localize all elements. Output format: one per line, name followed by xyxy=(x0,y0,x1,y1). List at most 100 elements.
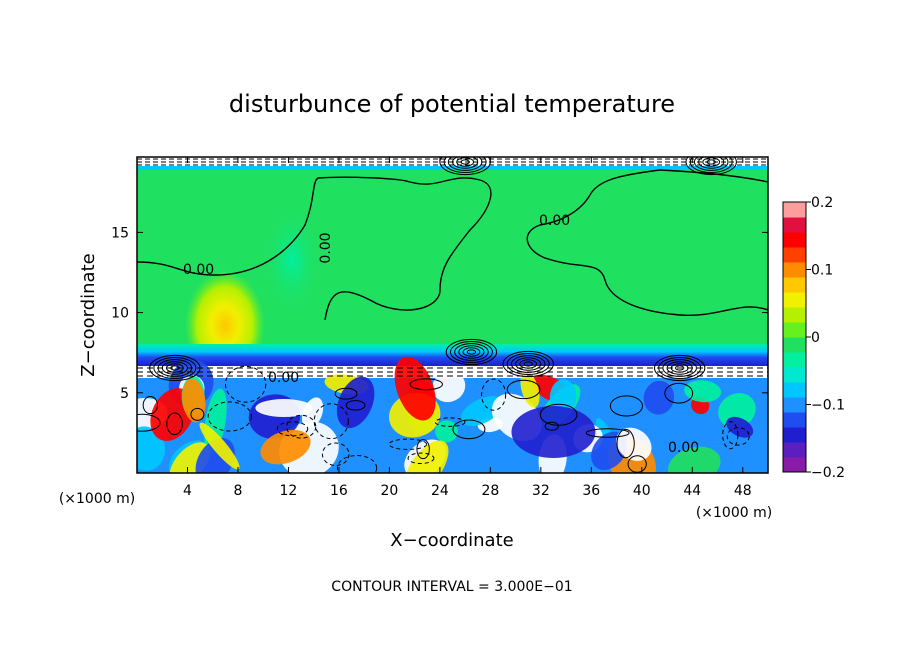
convective-cell-contour xyxy=(452,157,479,169)
chart-title: disturbunce of potential temperature xyxy=(229,90,675,118)
y-axis-ticks: 5 10 15 xyxy=(111,225,768,402)
turbulence-cell xyxy=(460,396,504,427)
convective-cell-contour xyxy=(170,365,180,371)
convective-cell-contour xyxy=(443,157,487,173)
convective-cell-contour xyxy=(157,359,193,377)
y-tick-label: 5 xyxy=(120,386,129,402)
contour-label: 0.00 xyxy=(268,370,299,386)
contour-loop xyxy=(286,414,317,439)
heatmap-field xyxy=(137,157,768,473)
contour-interval-note: CONTOUR INTERVAL = 3.000E−01 xyxy=(331,579,572,595)
plot-frame xyxy=(136,156,769,474)
turbulence-cell xyxy=(137,426,166,471)
contour-loop xyxy=(434,417,466,427)
convective-cell-contour xyxy=(165,363,184,373)
turbulence-cell xyxy=(549,379,577,415)
colorbar-swatch xyxy=(783,442,806,458)
x-tick-label: 4 xyxy=(183,483,192,499)
x-tick-label: 28 xyxy=(481,483,499,499)
contour-loop xyxy=(616,428,635,459)
convective-cell-contour xyxy=(460,159,470,165)
x-tick-label: 20 xyxy=(380,483,398,499)
x-tick-label: 40 xyxy=(633,483,651,499)
convective-cell-contour xyxy=(447,157,483,171)
colorbar-tick-label: 0.1 xyxy=(811,263,833,279)
convective-cell-contour xyxy=(153,357,197,379)
contour-loop xyxy=(544,421,559,431)
contour-loop xyxy=(664,382,694,404)
convective-cell-contour xyxy=(706,159,716,165)
x-tick-label: 8 xyxy=(233,483,242,499)
zero-contour-line-1 xyxy=(137,176,492,321)
colorbar-swatch xyxy=(783,412,806,428)
contour-label: 0.00 xyxy=(318,232,334,263)
y-tick-label: 15 xyxy=(111,225,129,241)
turbulence-cell xyxy=(404,440,449,473)
colorbar-swatch xyxy=(783,397,806,413)
colorbar-swatch xyxy=(783,307,806,323)
x-axis-label: X−coordinate xyxy=(390,530,513,551)
convective-cell-contour xyxy=(519,359,538,369)
contour-loop xyxy=(539,403,578,426)
convective-cell-contour xyxy=(685,157,737,176)
contour-label: 0.00 xyxy=(668,440,699,456)
contour-loop xyxy=(190,407,205,421)
colorbar-swatch xyxy=(783,337,806,353)
turbulence-cell xyxy=(255,399,313,418)
contour-loop xyxy=(345,400,366,411)
convective-cell-contour xyxy=(702,157,721,167)
x-unit-right: (×1000 m) xyxy=(696,505,772,521)
colorbar-swatch xyxy=(783,367,806,383)
x-tick-label: 24 xyxy=(431,483,449,499)
convective-cell-contour xyxy=(466,349,477,355)
convective-cell-contour xyxy=(445,338,498,366)
colorbar-swatch xyxy=(783,202,806,218)
turbulence-cell xyxy=(182,378,206,423)
colorbar-swatch xyxy=(783,322,806,338)
convective-cell-contour xyxy=(658,357,702,379)
contour-loop xyxy=(722,421,739,450)
colorbar-ticks: 0.2 0.1 0 −0.1 −0.2 xyxy=(806,195,845,481)
x-tick-label: 32 xyxy=(532,483,550,499)
convective-cell-contour xyxy=(689,157,733,173)
turbulence-cell xyxy=(726,416,754,438)
contour-loop xyxy=(609,395,643,417)
contour-loop xyxy=(416,439,430,460)
turbulence-cell xyxy=(301,397,324,429)
colorbar-swatch xyxy=(783,427,806,443)
turbulence-cell xyxy=(199,422,240,470)
convective-cell-contour xyxy=(515,357,542,371)
colorbar-swatch xyxy=(783,262,806,278)
y-axis-label: Z−coordinate xyxy=(78,253,99,376)
contour-label: 0.00 xyxy=(539,213,570,229)
colorbar xyxy=(783,202,806,473)
turbulence-cell xyxy=(684,380,722,403)
turbulence-cell xyxy=(643,380,675,415)
lower-turbulence xyxy=(137,356,756,473)
contour-label: 0.00 xyxy=(183,262,214,278)
colorbar-tick-label: 0 xyxy=(811,330,820,346)
colorbar-swatch xyxy=(783,292,806,308)
contour-loop xyxy=(409,378,443,391)
contour-loop xyxy=(336,454,378,473)
turbulence-cell xyxy=(668,446,721,473)
contour-loop xyxy=(321,442,350,466)
zero-contour-line-2 xyxy=(526,169,768,317)
convective-cell-contour xyxy=(666,361,693,375)
x-tick-label: 36 xyxy=(582,483,600,499)
convective-cell-contour xyxy=(523,361,533,367)
convective-cell-contour xyxy=(462,347,481,357)
contour-loop xyxy=(166,412,183,436)
x-tick-label: 16 xyxy=(330,483,348,499)
contour-loop xyxy=(726,427,750,446)
convective-cell-contour xyxy=(653,354,706,382)
colorbar-swatch xyxy=(783,232,806,248)
colorbar-swatch xyxy=(783,247,806,263)
contour-loop xyxy=(224,365,267,403)
convective-cell-contour xyxy=(506,353,550,375)
inversion-band xyxy=(137,344,768,366)
convective-cell-contour xyxy=(458,345,485,359)
convective-cell-contour xyxy=(662,359,697,377)
